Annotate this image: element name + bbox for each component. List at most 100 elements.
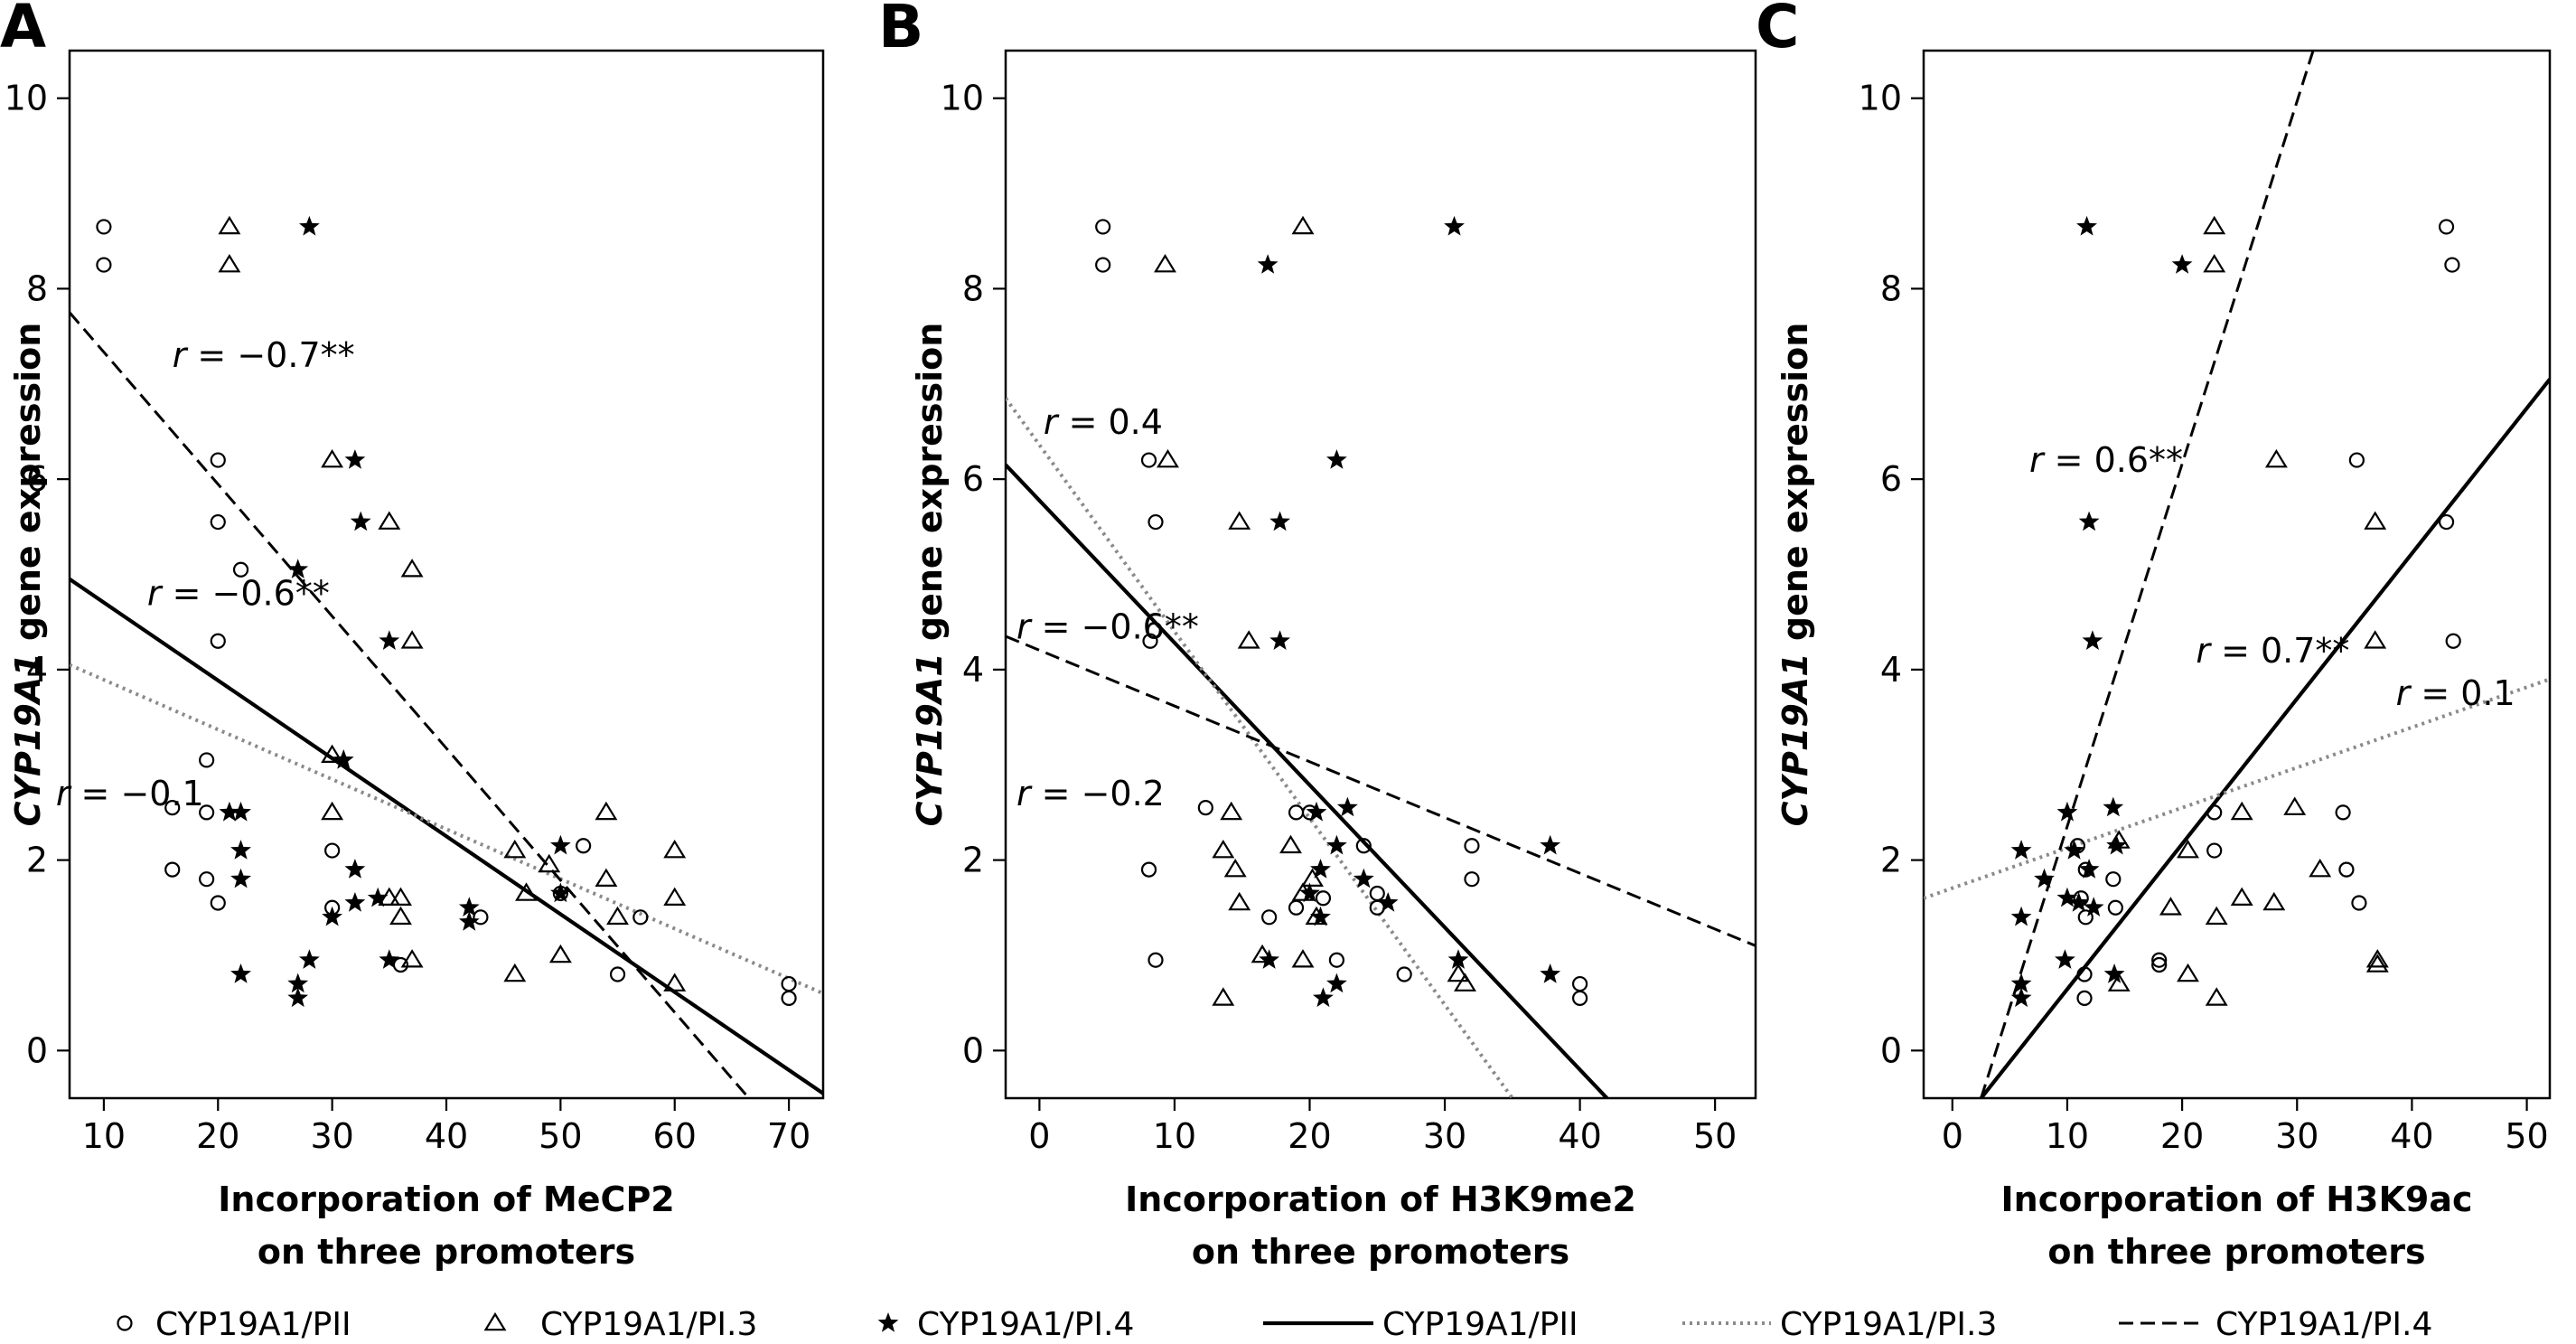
y-tick-label: 6 xyxy=(962,459,984,499)
data-point-triangle xyxy=(503,839,527,859)
data-point-star xyxy=(1299,882,1320,903)
data-point-star xyxy=(2083,897,2104,916)
data-point-star xyxy=(1353,868,1374,888)
data-point-circle xyxy=(2348,452,2365,468)
data-point-circle xyxy=(2438,513,2455,531)
data-point-star xyxy=(1326,973,1347,993)
legend-triangle-icon xyxy=(483,1311,507,1331)
x-tick-label: 50 xyxy=(1693,1116,1737,1156)
data-point-triangle xyxy=(1454,973,1476,992)
y-tick-label: 0 xyxy=(962,1030,984,1070)
data-point-circle xyxy=(781,990,797,1006)
data-point-star xyxy=(2078,511,2100,531)
y-tick-label: 2 xyxy=(962,841,984,880)
data-point-circle xyxy=(1315,890,1332,907)
fit-lines xyxy=(1924,51,2550,1098)
data-point-triangle xyxy=(595,801,618,821)
y-tick-label: 4 xyxy=(1880,650,1902,690)
panel-b: B 0 10 20 30 40 50 0 2 4 6 8 10 Incorporation of H3K9… xyxy=(878,0,1757,1272)
data-point-star xyxy=(344,449,366,469)
data-point-circle xyxy=(2151,956,2168,973)
data-point-triangle xyxy=(538,853,561,873)
legend-item: CYP19A1/PI.3 xyxy=(483,1306,757,1343)
data-point-triangle xyxy=(595,868,618,888)
data-point-star xyxy=(1540,834,1561,855)
y-tick-label: 8 xyxy=(1880,268,1902,308)
data-point-circle xyxy=(1396,966,1412,982)
data-point-triangle xyxy=(378,511,401,530)
data-point-triangle xyxy=(1157,448,1179,468)
fit-line-dashed xyxy=(70,311,750,1098)
data-point-triangle xyxy=(2309,858,2332,878)
data-point-star xyxy=(2171,254,2193,274)
data-point-circle xyxy=(2076,966,2093,982)
x-tick-label: 50 xyxy=(2505,1116,2548,1156)
data-point-triangle xyxy=(2203,253,2226,273)
data-point-circle xyxy=(2351,895,2367,911)
fit-line-dotted xyxy=(70,663,823,995)
correlation-label-r: r xyxy=(147,574,164,614)
data-point-triangle xyxy=(2107,973,2131,992)
data-point-circle xyxy=(1140,861,1157,878)
data-point-star xyxy=(2068,892,2090,912)
data-point-triangle xyxy=(1251,944,1274,963)
data-point-circle xyxy=(1288,899,1305,916)
data-point-circle xyxy=(1095,219,1111,235)
data-point-circle xyxy=(2338,861,2355,878)
data-point-star xyxy=(344,859,366,879)
legend-label: CYP19A1/PII xyxy=(1382,1306,1578,1339)
correlation-label-r: r xyxy=(1016,774,1033,813)
data-point-star xyxy=(1336,796,1358,817)
data-point-triangle xyxy=(2365,949,2389,968)
data-point-star xyxy=(367,887,389,907)
correlation-label: r = 0.7** xyxy=(2196,631,2349,671)
correlation-label: r = −0.6** xyxy=(147,574,330,614)
data-point-circle xyxy=(1095,257,1111,273)
data-point-star xyxy=(1269,511,1290,531)
data-point-circle xyxy=(1288,804,1305,821)
panel-a: A 10 20 30 40 50 60 70 0 2 4 6 8 10 Incorporation of M… xyxy=(0,0,825,1272)
data-point-triangle xyxy=(663,887,687,907)
data-point-circle xyxy=(781,975,797,992)
correlation-label-value: = −0.2 xyxy=(1031,774,1165,813)
data-point-circle xyxy=(2438,219,2455,235)
y-tick-label: 0 xyxy=(26,1030,48,1070)
plot-frame xyxy=(1004,49,1757,1100)
correlation-label-value: = −0.6** xyxy=(162,574,330,614)
x-axis-title: Incorporation of H3K9ac xyxy=(2001,1180,2473,1219)
x-tick-label: 40 xyxy=(425,1116,468,1156)
data-point-circle xyxy=(2076,990,2093,1006)
data-point-star xyxy=(2076,215,2097,236)
data-point-triangle xyxy=(1291,949,1315,968)
data-point-triangle xyxy=(2364,630,2387,649)
data-point-star xyxy=(1447,949,1469,969)
data-point-star xyxy=(379,630,400,650)
data-point-circle xyxy=(609,966,626,982)
y-tick-label: 4 xyxy=(962,650,984,690)
data-point-star xyxy=(2106,834,2127,855)
x-tick-label: 10 xyxy=(1153,1116,1196,1156)
legend: CYP19A1/PII CYP19A1/PI.3 CYP19A1/PI.4 CYP19… xyxy=(117,1306,2432,1343)
correlation-label: r = −0.2 xyxy=(1016,774,1165,813)
data-point-star xyxy=(2010,840,2032,860)
legend-label: CYP19A1/PI.4 xyxy=(2215,1306,2432,1339)
legend-label: CYP19A1/PI.3 xyxy=(1780,1306,1997,1339)
data-point-triangle xyxy=(1279,834,1302,854)
data-point-triangle xyxy=(1228,511,1251,530)
data-point-star xyxy=(2010,906,2032,926)
data-point-triangle xyxy=(2159,897,2182,916)
correlation-label-r: r xyxy=(2396,673,2412,713)
data-point-star xyxy=(1257,254,1279,274)
data-point-star xyxy=(287,559,309,578)
data-point-star xyxy=(2103,796,2124,817)
data-point-circle xyxy=(1464,838,1480,854)
data-point-circle xyxy=(1328,952,1344,968)
data-point-triangle xyxy=(321,448,344,468)
data-point-triangle xyxy=(400,559,424,578)
x-tick-label: 0 xyxy=(1942,1116,1963,1156)
y-axis-title: CYP19A1 gene expression xyxy=(1775,323,1815,827)
data-point-star xyxy=(230,801,251,822)
data-point-triangle xyxy=(1154,253,1176,273)
data-point-star xyxy=(1326,834,1347,855)
